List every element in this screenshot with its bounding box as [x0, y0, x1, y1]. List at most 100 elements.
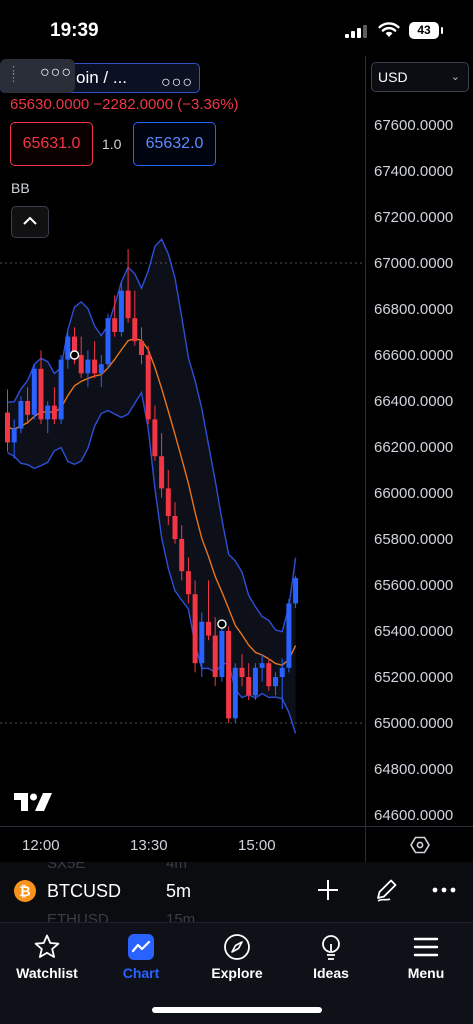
wifi-icon	[378, 22, 400, 37]
tab-explore[interactable]: Explore	[192, 933, 282, 993]
candle-body[interactable]	[279, 667, 285, 677]
indicator-label-bb[interactable]: BB	[11, 180, 30, 196]
candle-body[interactable]	[266, 663, 272, 687]
price-tick-label: 67000.0000	[374, 255, 454, 272]
candle-body[interactable]	[212, 635, 218, 677]
price-tick-label: 65000.0000	[374, 715, 454, 732]
candle-body[interactable]	[5, 412, 10, 443]
price-tick-label: 66200.0000	[374, 439, 454, 456]
symbol-more-icon[interactable]: ○○○	[161, 74, 193, 91]
ghost-symbol: SX5E	[47, 862, 86, 872]
battery-indicator: 43	[409, 22, 443, 39]
plus-icon[interactable]	[314, 876, 342, 904]
price-tick-label: 64600.0000	[374, 807, 454, 824]
chart-settings-button[interactable]	[365, 827, 473, 863]
chevron-up-icon	[23, 216, 37, 225]
event-marker[interactable]	[217, 619, 227, 629]
pen-icon[interactable]	[372, 876, 400, 904]
price-tick-label: 65400.0000	[374, 623, 454, 640]
price-tick-label: 66000.0000	[374, 485, 454, 502]
tradingview-logo	[14, 793, 52, 811]
tab-label: Explore	[211, 965, 263, 981]
candle-body[interactable]	[293, 578, 299, 604]
candlestick-chart[interactable]	[0, 56, 365, 826]
menu-icon	[413, 937, 439, 957]
candle-body[interactable]	[139, 341, 144, 355]
candle-body[interactable]	[152, 419, 158, 457]
candle-body[interactable]	[78, 355, 84, 374]
candle-body[interactable]	[11, 428, 17, 443]
candle-body[interactable]	[252, 667, 258, 696]
candle-body[interactable]	[118, 290, 124, 332]
candle-body[interactable]	[192, 594, 198, 664]
candle-body[interactable]	[206, 621, 211, 636]
cellular-signal-icon	[345, 25, 367, 38]
candle-body[interactable]	[232, 667, 238, 719]
currency-select[interactable]: USD ⌄	[371, 62, 469, 92]
buy-button[interactable]: 65632.0	[133, 122, 216, 166]
tab-menu[interactable]: Menu	[381, 933, 471, 993]
price-tick-label: 67200.0000	[374, 209, 454, 226]
collapse-indicators-button[interactable]	[11, 206, 49, 238]
candle-body[interactable]	[199, 621, 205, 664]
hexagon-settings-icon	[410, 836, 430, 854]
ghost-symbol: ETHUSD	[47, 911, 109, 922]
candle-body[interactable]	[239, 667, 245, 677]
candle-body[interactable]	[125, 290, 131, 319]
candle-body[interactable]	[38, 368, 44, 420]
candle-body[interactable]	[286, 603, 292, 668]
more-icon[interactable]	[430, 876, 458, 904]
candle-body[interactable]	[58, 359, 64, 420]
candle-body[interactable]	[65, 336, 71, 360]
candle-body[interactable]	[219, 631, 225, 677]
symbol-name[interactable]: BTCUSD	[47, 881, 122, 901]
chart-icon	[128, 934, 154, 960]
status-bar: 19:39 43	[0, 0, 473, 56]
candle-body[interactable]	[185, 571, 191, 595]
price-tick-label: 67600.0000	[374, 117, 454, 134]
ghost-interval: 15m	[166, 911, 196, 922]
bollinger-band-fill	[7, 239, 296, 734]
candle-body[interactable]	[72, 336, 77, 355]
interval-select[interactable]: 5m	[166, 881, 192, 901]
candle-body[interactable]	[18, 401, 24, 429]
candle-body[interactable]	[179, 539, 185, 572]
sell-button[interactable]: 65631.0	[10, 122, 93, 166]
tab-ideas[interactable]: Ideas	[286, 933, 376, 993]
candle-body[interactable]	[25, 401, 31, 415]
candle-body[interactable]	[172, 516, 178, 539]
candle-body[interactable]	[105, 318, 111, 365]
candle-body[interactable]	[159, 456, 165, 489]
price-change-line: 65630.0000 −2282.0000 (−3.36%)	[10, 96, 239, 113]
candle-body[interactable]	[31, 368, 37, 415]
candle-body[interactable]	[165, 488, 171, 516]
drag-grip-icon: ⋮ ⋮	[8, 65, 20, 84]
legend-more-icon[interactable]: ○○○	[40, 64, 72, 81]
candle-body[interactable]	[226, 631, 232, 719]
chart-area[interactable]: oin / ... ○○○ ⋮ ⋮ ○○○ 65630.0000 −2282.00…	[0, 56, 365, 826]
candle-body[interactable]	[273, 677, 278, 687]
candle-body[interactable]	[112, 318, 118, 332]
tab-chart[interactable]: Chart	[96, 933, 186, 993]
candle-body[interactable]	[98, 364, 104, 374]
candle-body[interactable]	[45, 405, 51, 420]
tab-watchlist[interactable]: Watchlist	[2, 933, 92, 993]
order-quantity[interactable]: 1.0	[102, 136, 122, 152]
bollinger-upper-line	[7, 238, 297, 633]
candle-body[interactable]	[132, 318, 138, 342]
candle-body[interactable]	[92, 359, 98, 374]
price-axis[interactable]: USD ⌄ 67600.0000 67400.0000 67200.0000 6700…	[365, 56, 473, 826]
event-marker[interactable]	[69, 350, 80, 360]
candle-body[interactable]	[145, 355, 151, 420]
candle-body[interactable]	[85, 359, 91, 374]
price-tick-label: 65200.0000	[374, 669, 454, 686]
candle-body[interactable]	[246, 677, 252, 696]
candle-body[interactable]	[259, 663, 265, 668]
price-tick-label: 66800.0000	[374, 301, 454, 318]
symbol-toolbar: SX5E 4m ETHUSD 15m ₿ BTCUSD 5m	[0, 862, 473, 922]
legend-drag-handle[interactable]: ⋮ ⋮ ○○○	[0, 59, 75, 93]
price-tick-label: 66600.0000	[374, 347, 454, 364]
lightbulb-icon	[322, 935, 340, 960]
candle-body[interactable]	[51, 405, 57, 420]
time-axis[interactable]: 12:00 13:30 15:00	[0, 826, 473, 863]
